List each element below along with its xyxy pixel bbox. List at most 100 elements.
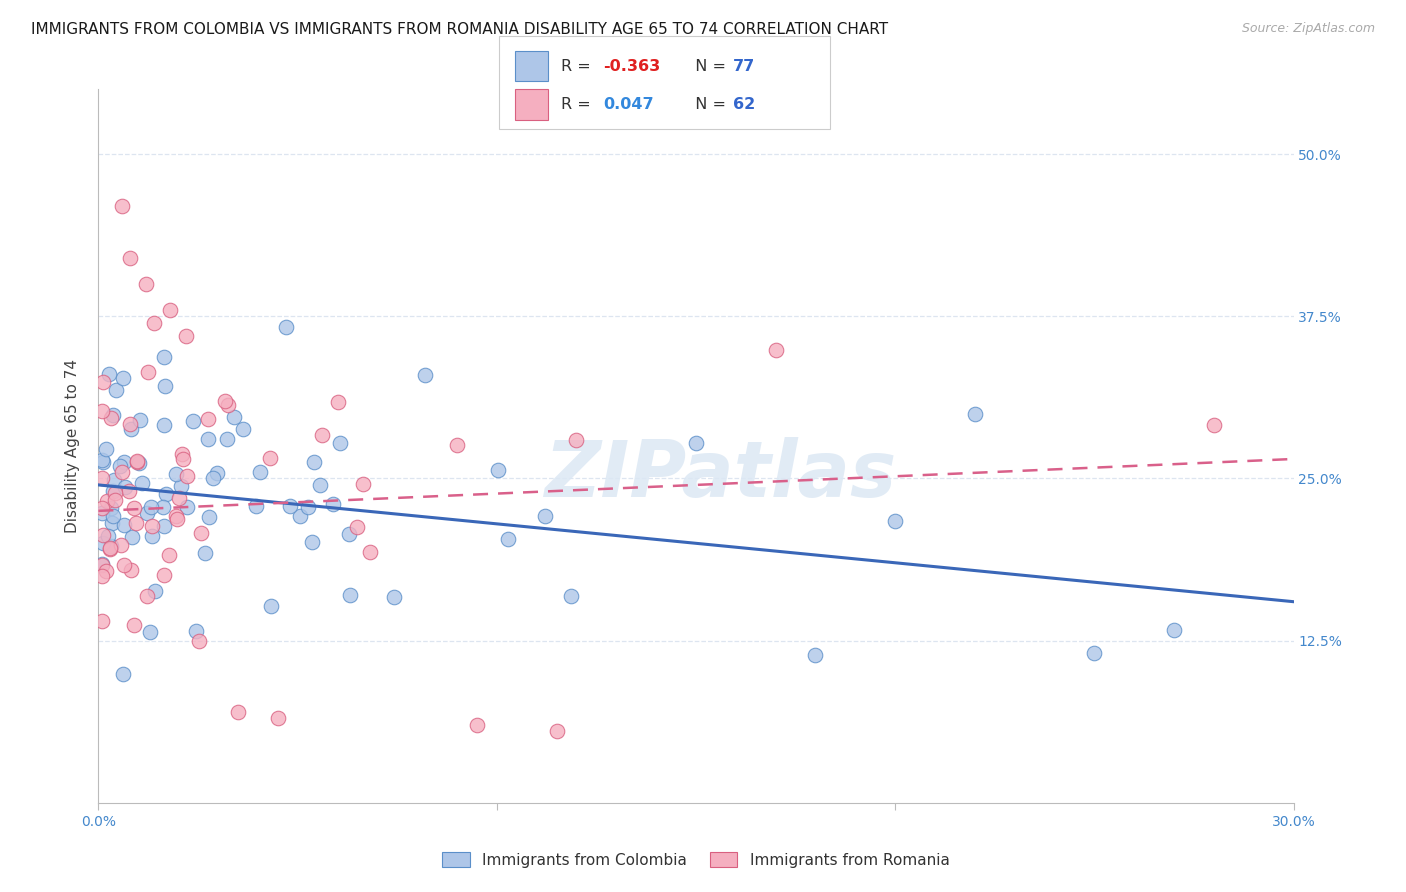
Point bbox=[101, 408, 124, 422]
Point bbox=[496, 532, 519, 546]
Point bbox=[326, 394, 349, 409]
Point bbox=[108, 458, 131, 473]
Point bbox=[153, 518, 176, 533]
Point bbox=[155, 379, 177, 393]
Point bbox=[131, 475, 153, 490]
Point bbox=[152, 500, 174, 514]
Point bbox=[91, 558, 114, 572]
Point bbox=[217, 399, 239, 413]
Point bbox=[167, 491, 190, 505]
Point bbox=[100, 539, 122, 553]
Point bbox=[176, 468, 198, 483]
Point bbox=[197, 510, 219, 524]
Point bbox=[129, 413, 152, 427]
Point bbox=[101, 484, 124, 499]
Text: R =: R = bbox=[561, 59, 596, 73]
Point bbox=[329, 436, 352, 450]
Point bbox=[288, 509, 311, 524]
Point bbox=[114, 480, 136, 494]
Point bbox=[104, 485, 127, 500]
Point bbox=[346, 520, 368, 534]
Text: 0.047: 0.047 bbox=[603, 97, 654, 112]
Point bbox=[118, 484, 141, 499]
Point bbox=[101, 509, 124, 524]
Point bbox=[121, 529, 143, 543]
Point bbox=[276, 320, 298, 334]
Point bbox=[249, 465, 271, 479]
Point bbox=[114, 518, 136, 533]
Point bbox=[197, 432, 219, 446]
Point bbox=[94, 442, 117, 456]
Point bbox=[465, 718, 488, 732]
Point bbox=[91, 528, 114, 542]
Point bbox=[166, 512, 188, 526]
Point bbox=[174, 328, 197, 343]
Point bbox=[194, 546, 217, 560]
Point bbox=[112, 558, 135, 572]
Text: Source: ZipAtlas.com: Source: ZipAtlas.com bbox=[1241, 22, 1375, 36]
Point bbox=[125, 454, 148, 468]
Point bbox=[560, 589, 582, 603]
Point bbox=[534, 509, 557, 524]
Point bbox=[309, 478, 332, 492]
Text: N =: N = bbox=[685, 97, 731, 112]
Point bbox=[91, 568, 114, 582]
Point bbox=[141, 529, 163, 543]
Point bbox=[245, 499, 267, 513]
Point bbox=[111, 465, 134, 479]
Point bbox=[91, 455, 114, 469]
Point bbox=[486, 463, 509, 477]
Point bbox=[765, 343, 787, 357]
Point bbox=[413, 368, 436, 382]
Text: IMMIGRANTS FROM COLOMBIA VS IMMIGRANTS FROM ROMANIA DISABILITY AGE 65 TO 74 CORR: IMMIGRANTS FROM COLOMBIA VS IMMIGRANTS F… bbox=[31, 22, 889, 37]
Point bbox=[259, 599, 281, 614]
Point bbox=[143, 584, 166, 599]
Point bbox=[100, 541, 122, 556]
Point bbox=[565, 434, 588, 448]
Point bbox=[139, 624, 162, 639]
Point bbox=[120, 563, 142, 577]
Point bbox=[446, 437, 468, 451]
Point bbox=[97, 529, 120, 543]
Point bbox=[155, 487, 177, 501]
Point bbox=[176, 500, 198, 514]
Point bbox=[153, 568, 176, 582]
Point bbox=[152, 350, 174, 364]
Point bbox=[197, 412, 219, 426]
Point bbox=[136, 365, 159, 379]
Point bbox=[184, 624, 207, 639]
Text: ZIPatlas: ZIPatlas bbox=[544, 436, 896, 513]
Point bbox=[112, 667, 135, 681]
Point bbox=[226, 705, 249, 719]
Point bbox=[884, 514, 907, 528]
Point bbox=[111, 199, 134, 213]
Point bbox=[94, 564, 117, 578]
Point bbox=[214, 394, 236, 409]
Point bbox=[91, 558, 114, 573]
Text: -0.363: -0.363 bbox=[603, 59, 661, 73]
Point bbox=[91, 614, 114, 628]
Point bbox=[304, 455, 326, 469]
Point bbox=[122, 617, 145, 632]
Point bbox=[157, 548, 180, 562]
Point bbox=[100, 501, 122, 516]
Point bbox=[120, 422, 142, 436]
Point bbox=[91, 536, 114, 550]
Point bbox=[125, 455, 148, 469]
Point bbox=[232, 422, 254, 436]
Point bbox=[91, 471, 114, 485]
Point bbox=[101, 516, 124, 531]
Point bbox=[259, 450, 281, 465]
Point bbox=[91, 404, 114, 418]
Point bbox=[91, 500, 114, 515]
Legend: Immigrants from Colombia, Immigrants from Romania: Immigrants from Colombia, Immigrants fro… bbox=[436, 846, 956, 873]
Point bbox=[339, 588, 361, 602]
Point bbox=[103, 473, 125, 487]
Point bbox=[205, 466, 228, 480]
Point bbox=[202, 471, 225, 485]
Point bbox=[91, 506, 114, 520]
Point bbox=[159, 302, 181, 317]
Point bbox=[98, 541, 121, 556]
Point bbox=[165, 467, 187, 481]
Point bbox=[114, 455, 136, 469]
